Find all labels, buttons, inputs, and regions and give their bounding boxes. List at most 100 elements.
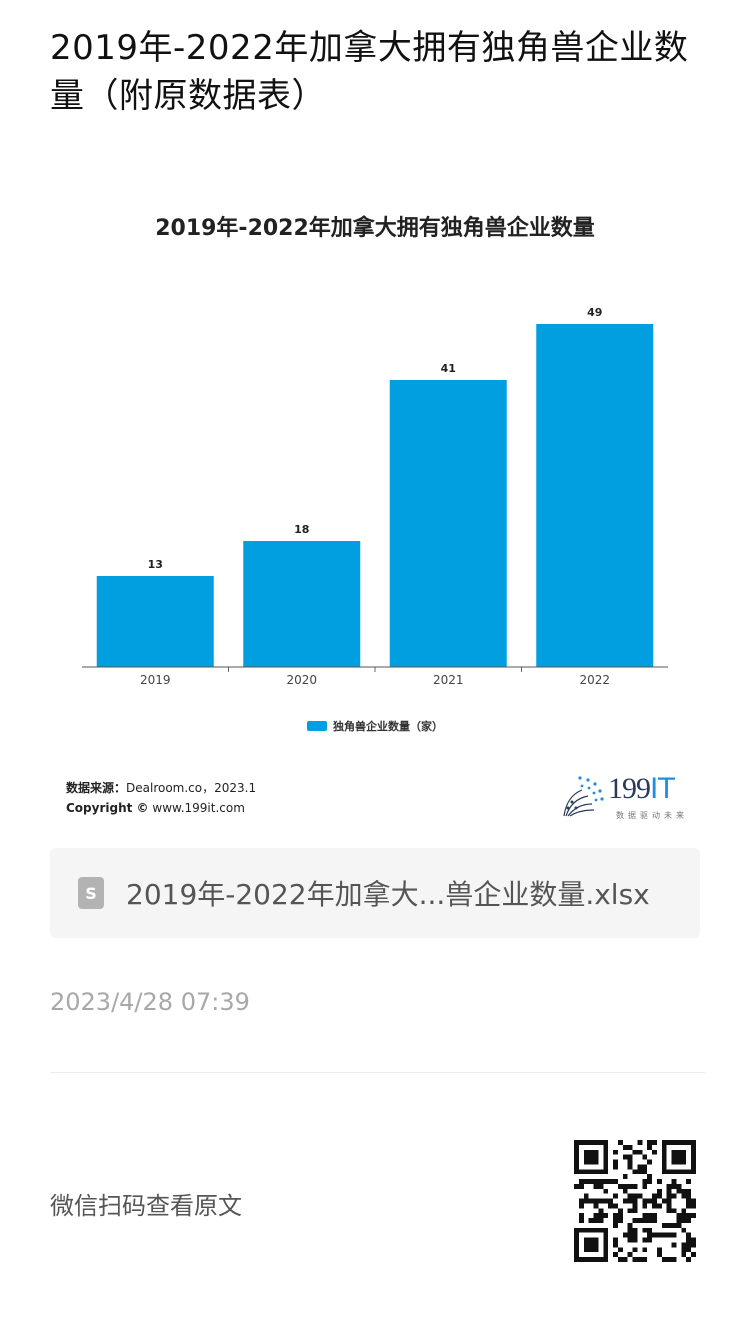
qr-module [598,1218,604,1223]
qr-module [656,1203,662,1209]
bar-2021 [389,380,507,667]
data-label-2022: 49 [587,306,602,319]
qr-module [632,1232,638,1238]
qr-module [671,1208,677,1214]
qr-module [681,1208,687,1214]
qr-module [642,1237,648,1243]
qr-module [681,1213,687,1219]
qr-module [652,1193,657,1199]
qr-module [627,1154,633,1160]
qr-module [622,1188,628,1194]
199it-logo: 199IT 数据驱动未来 [558,772,693,822]
qr-module [671,1222,677,1228]
qr-module [593,1213,599,1219]
qr-module [642,1183,648,1189]
qr-module [617,1140,623,1145]
qr-module [622,1198,628,1204]
qr-code[interactable] [574,1140,696,1262]
qr-module [686,1237,692,1243]
qr-module [642,1227,648,1233]
x-tick-label-2021: 2021 [433,673,464,687]
qr-module [671,1257,677,1262]
qr-module [608,1203,614,1209]
x-tick-label-2020: 2020 [286,673,317,687]
qr-module [627,1252,633,1258]
qr-module [681,1193,687,1199]
qr-module [686,1247,692,1253]
qr-module [613,1193,618,1199]
qr-module [593,1218,599,1223]
qr-module [617,1218,623,1223]
qr-module [632,1193,638,1199]
source-label: 数据来源： [66,781,127,795]
qr-module [642,1257,648,1262]
qr-module [613,1213,618,1219]
qr-module [681,1218,687,1223]
qr-module [642,1154,648,1160]
copyright-value: www.199it.com [152,801,245,815]
qr-module [652,1213,657,1219]
qr-module [691,1242,696,1248]
qr-module [613,1164,618,1170]
qr-module [627,1237,633,1243]
qr-module [642,1164,648,1170]
qr-module [691,1213,696,1219]
qr-module [627,1227,633,1233]
qr-module [642,1203,648,1209]
qr-module [642,1213,648,1219]
qr-module [632,1227,638,1233]
qr-module [686,1193,692,1199]
qr-module [647,1237,653,1243]
qr-module [652,1203,657,1209]
qr-module [598,1208,604,1214]
qr-module [681,1188,687,1194]
qr-module [676,1222,682,1228]
qr-module [637,1140,643,1145]
bar-chart: 13 2019 18 2020 41 2021 49 2022 [82,306,668,687]
qr-module [666,1188,672,1194]
spreadsheet-file-icon: S [78,877,104,909]
qr-module [691,1237,696,1243]
bar-2022 [536,324,654,667]
qr-module [642,1198,648,1204]
qr-module [666,1222,672,1228]
dots-fan-icon [563,776,604,817]
qr-module [647,1198,653,1204]
qr-module [593,1203,599,1209]
legend-label: 独角兽企业数量（家） [333,720,443,733]
qr-module [632,1257,638,1262]
qr-module [578,1203,584,1209]
x-tick-label-2019: 2019 [140,673,171,687]
qr-module [617,1183,623,1189]
qr-module [671,1179,677,1184]
qr-module [671,1193,677,1199]
chart-title: 2019年-2022年加拿大拥有独角兽企业数量 [155,216,595,241]
logo-tagline: 数据驱动未来 [616,811,688,820]
qr-module [637,1193,643,1199]
qr-module [632,1237,638,1243]
data-label-2020: 18 [294,523,309,536]
qr-module [652,1218,657,1223]
qr-module [608,1198,614,1204]
qr-module [666,1193,672,1199]
qr-module [617,1208,623,1214]
qr-module [656,1232,662,1238]
qr-module [613,1237,618,1243]
qr-module [617,1247,623,1253]
qr-module [676,1218,682,1223]
qr-module [666,1257,672,1262]
qr-module [661,1257,667,1262]
qr-module [613,1159,618,1165]
qr-module [691,1252,696,1258]
qr-module [603,1198,609,1204]
qr-module [622,1232,628,1238]
attachment-card[interactable]: S 2019年-2022年加拿大...兽企业数量.xlsx [50,848,700,938]
qr-finder [671,1149,687,1165]
qr-module [686,1198,692,1204]
qr-module [661,1222,667,1228]
qr-module [613,1242,618,1248]
qr-module [593,1198,599,1204]
qr-module [622,1257,628,1262]
qr-module [613,1252,618,1258]
qr-module [627,1193,633,1199]
